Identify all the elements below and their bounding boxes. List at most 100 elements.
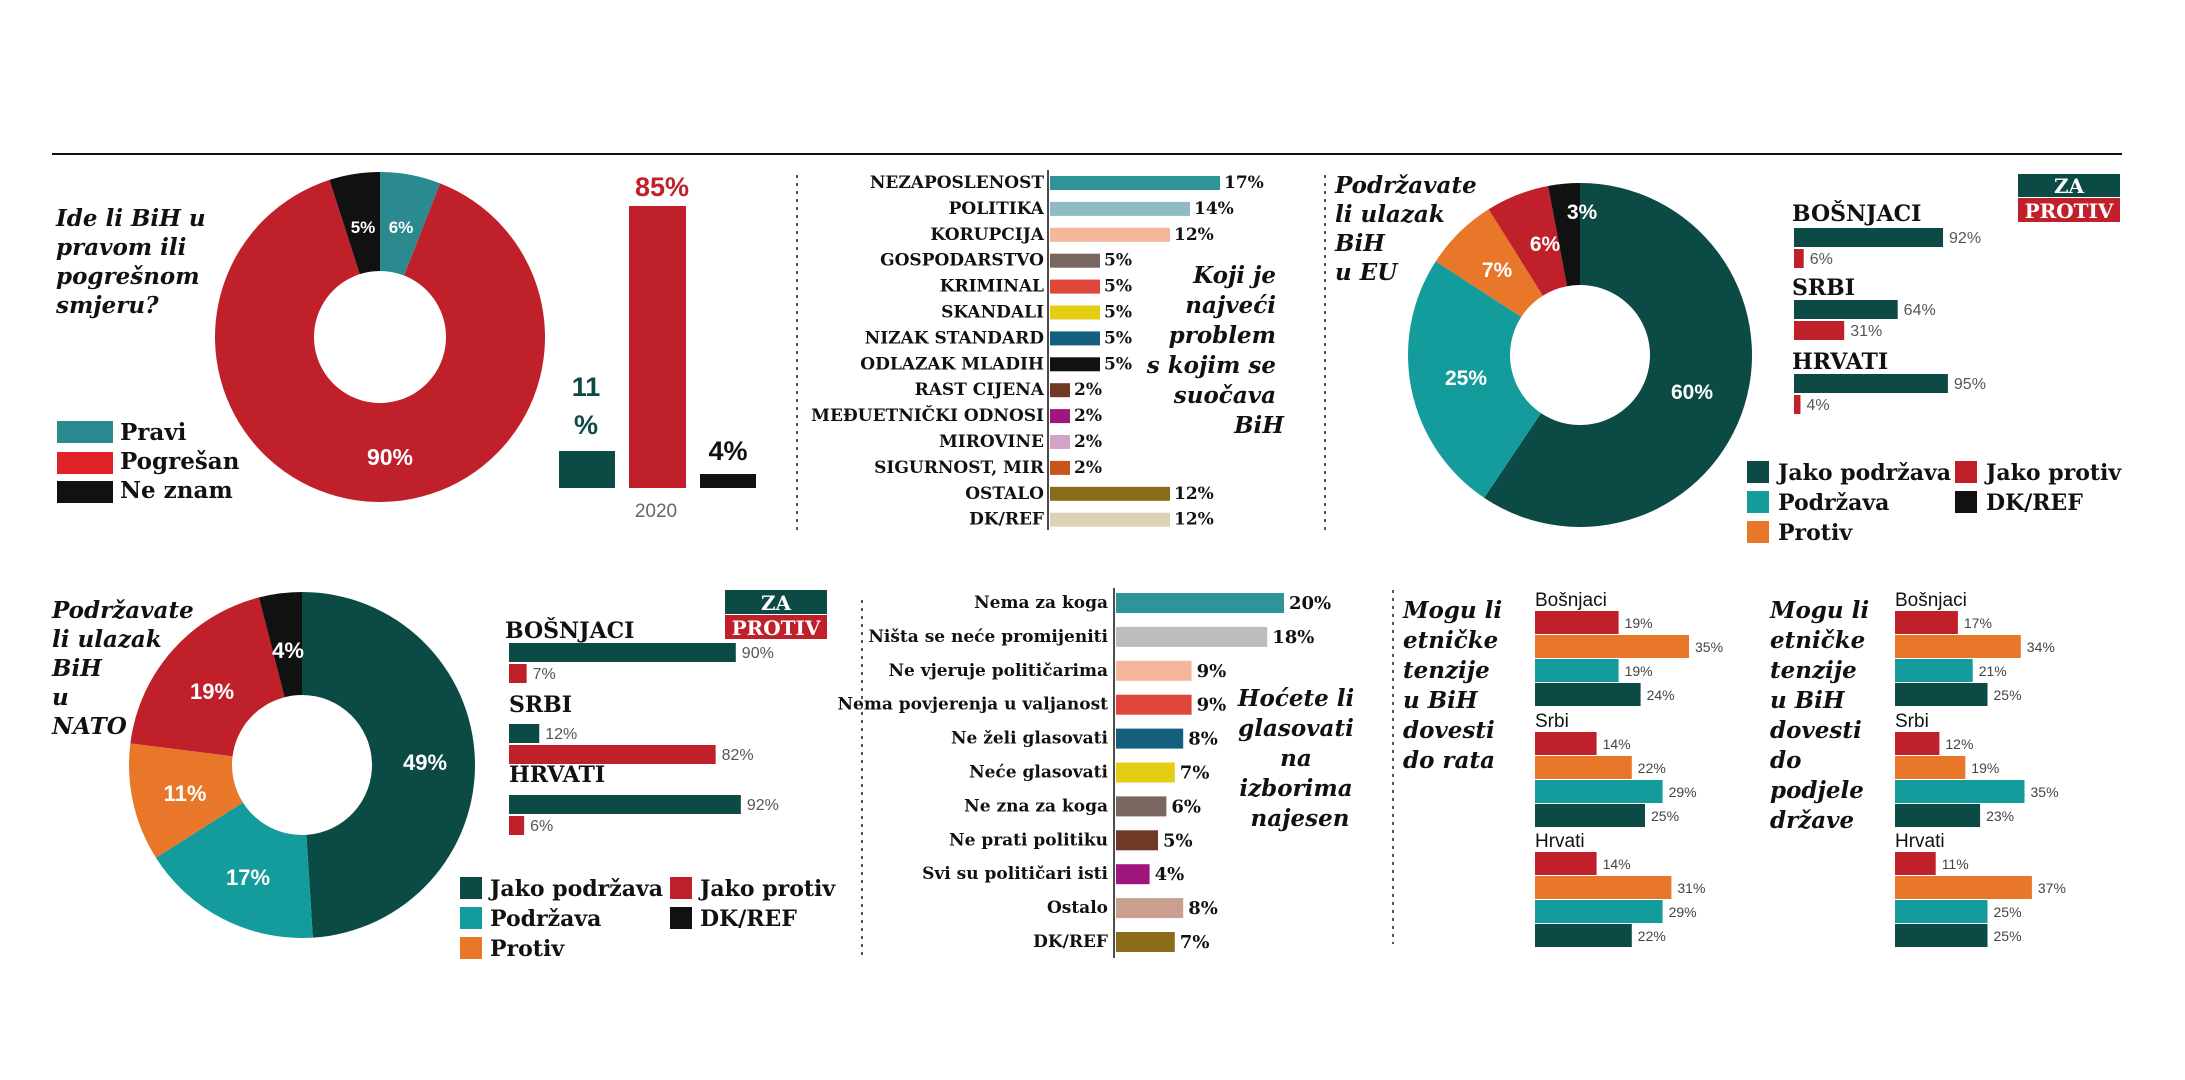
legend-swatch-jako-protiv [1955,461,1977,483]
value-label: 9% [1197,661,1227,682]
legend-swatch-ne-znam [57,481,113,503]
legend-swatch-pravi [57,421,113,443]
legend-jako-podrzava: Jako podržava [1776,460,1951,486]
question-war: Mogu li etničke tenzije u BiH dovesti do… [1402,597,1510,774]
protiv-badge [2018,198,2120,222]
value-label: 7% [1180,932,1210,953]
bar [1050,305,1100,320]
za-badge [725,590,827,614]
question-line: izborima [1239,775,1352,802]
protiv-badge [725,615,827,639]
question-line: s kojim se [1146,352,1276,379]
bar [1116,898,1184,919]
bar [1050,383,1070,398]
value-label: 12% [1945,736,1973,752]
donut-slice [1548,183,1580,287]
donut-slice [258,592,302,698]
value-label: 37% [2038,880,2066,896]
group-label: Bošnjaci [1535,590,1607,611]
donut-label-dk-ref: 3% [1567,201,1598,224]
value-label: 25% [1994,928,2022,944]
donut-label-jako-podrzava: 60% [1671,381,1713,404]
bar [1116,593,1284,613]
legend-swatch-jako-podrzava [1747,461,1769,483]
value-label: 2% [1074,406,1102,426]
value-label: 82% [722,747,754,764]
legend-swatch-dk-ref [1955,491,1977,513]
bar-2020-ne-znam [700,474,756,488]
bar [1895,611,1958,634]
category-label: DK/REF [969,510,1044,530]
question-line: BiH [51,655,103,682]
bar [1535,683,1641,706]
category-label: KORUPCIJA [930,225,1044,245]
question-line: BiH [1233,412,1285,439]
group-label: SRBI [1792,275,1855,301]
bar [1895,756,1966,779]
bar [1050,279,1100,294]
protiv-label: PROTIV [2025,199,2114,223]
bar [1050,357,1100,372]
category-label: SIGURNOST, MIR [874,458,1045,478]
category-label: MEĐUETNIČKI ODNOSI [811,405,1044,426]
bar-protiv [509,816,525,835]
bar [1116,728,1184,749]
value-label: 12% [1174,484,1214,504]
donut-slice [1484,183,1752,527]
value-label: 4% [1155,864,1185,885]
bar [1895,900,1988,923]
question-direction: Ide li BiH u pravom ili pogrešnom smjeru… [55,205,214,319]
group-label: Srbi [1895,711,1929,732]
question-line: etničke [1770,627,1865,654]
value-label: 9% [1197,695,1227,716]
panel-direction: Ide li BiH u pravom ili pogrešnom smjeru… [55,172,756,522]
legend-swatch-protiv [1747,521,1769,543]
donut-slice [155,802,313,938]
category-label: OSTALO [965,484,1044,504]
category-label: Neće glasovati [969,763,1108,783]
legend-jako-protiv: Jako protiv [1984,460,2122,486]
question-problem: Koji je najveći problem s kojim se suoča… [1146,262,1285,439]
value-label: 12% [1174,225,1214,245]
value-label: 19% [1625,615,1653,631]
group-label: Bošnjaci [1895,590,1967,611]
category-label: DK/REF [1033,932,1108,952]
bar [1895,635,2021,658]
value-label: 25% [1994,687,2022,703]
legend-swatch-protiv [460,937,482,959]
value-label: 5% [1104,354,1132,374]
group-label: HRVATI [509,762,605,788]
legend-protiv: Protiv [490,936,565,962]
bar [1895,659,1973,682]
donut-label-protiv: 7% [1482,259,1513,282]
question-line: najveći [1185,292,1276,319]
bar [1535,876,1672,899]
donut-slice [302,592,476,938]
category-label: MIROVINE [939,432,1044,452]
bar [1050,253,1100,268]
protiv-label: PROTIV [732,616,821,640]
donut-label-jako-podrzava: 49% [403,750,447,775]
bar [1050,460,1070,475]
donut-label-protiv: 11% [164,781,207,806]
category-label: KRIMINAL [940,277,1044,297]
bar [1895,683,1988,706]
question-division: Mogu li etničke tenzije u BiH dovesti do… [1769,597,1877,834]
donut-label-pravi: 6% [389,218,414,237]
value-label: 17% [1964,615,1992,631]
question-line: pogrešnom [56,263,200,290]
value-label: 6% [1171,796,1201,817]
bar [1050,486,1170,501]
donut-label-ne-znam: 5% [351,218,376,237]
question-line: BiH [1334,230,1386,257]
donut-slice [1488,185,1568,296]
question-line: tenzije [1770,657,1857,684]
bar [1895,876,2032,899]
question-nato: Podržavate li ulazak BiH u NATO [51,597,202,740]
value-label: 95% [1954,376,1986,393]
bar [1535,659,1619,682]
panel-nato: Podržavate li ulazak BiH u NATO 49% 17% … [51,590,836,962]
nato-ethnic-bars: 90% 7% 12% 82% 92% 6% [509,643,779,835]
category-label: Ne vjeruje političarima [888,661,1108,681]
value-label: 90% [742,645,774,662]
